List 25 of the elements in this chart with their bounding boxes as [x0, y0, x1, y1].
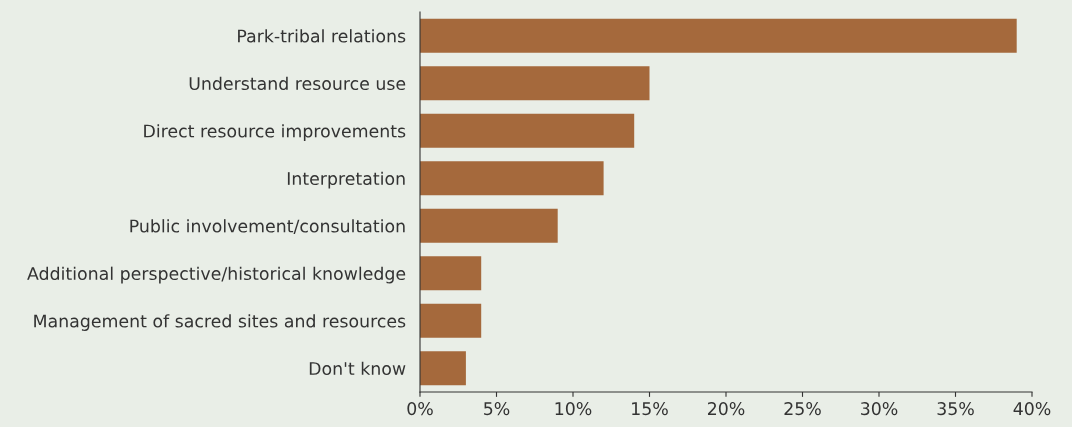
y-tick-label: Don't know	[309, 361, 406, 376]
x-tick-label: 35%	[937, 402, 974, 416]
bar	[420, 351, 466, 386]
x-tick-label: 25%	[784, 402, 821, 416]
y-tick-label: Understand resource use	[189, 76, 406, 91]
x-tick-label: 20%	[707, 402, 745, 416]
bar	[420, 161, 604, 196]
y-tick-label: Management of sacred sites and resources	[34, 314, 406, 331]
bar	[420, 208, 558, 243]
bar	[420, 303, 482, 338]
x-tick-label: 30%	[861, 402, 898, 416]
x-tick-label: 15%	[632, 402, 668, 416]
y-tick-label: Park-tribal relations	[238, 29, 406, 43]
x-tick-label: 0%	[407, 402, 433, 416]
x-tick-label: 40%	[1013, 402, 1051, 416]
y-tick-label: Direct resource improvements	[144, 124, 406, 141]
y-tick-label: Public involvement/consultation	[130, 219, 405, 234]
x-tick-label: 5%	[484, 402, 510, 416]
bar	[420, 113, 635, 148]
y-tick-label: Interpretation	[287, 171, 405, 189]
y-tick-label: Additional perspective/historical knowledge	[27, 266, 406, 284]
bar	[420, 66, 650, 101]
x-tick-label: 10%	[555, 402, 592, 416]
bar	[420, 256, 482, 291]
bar	[420, 18, 1017, 53]
